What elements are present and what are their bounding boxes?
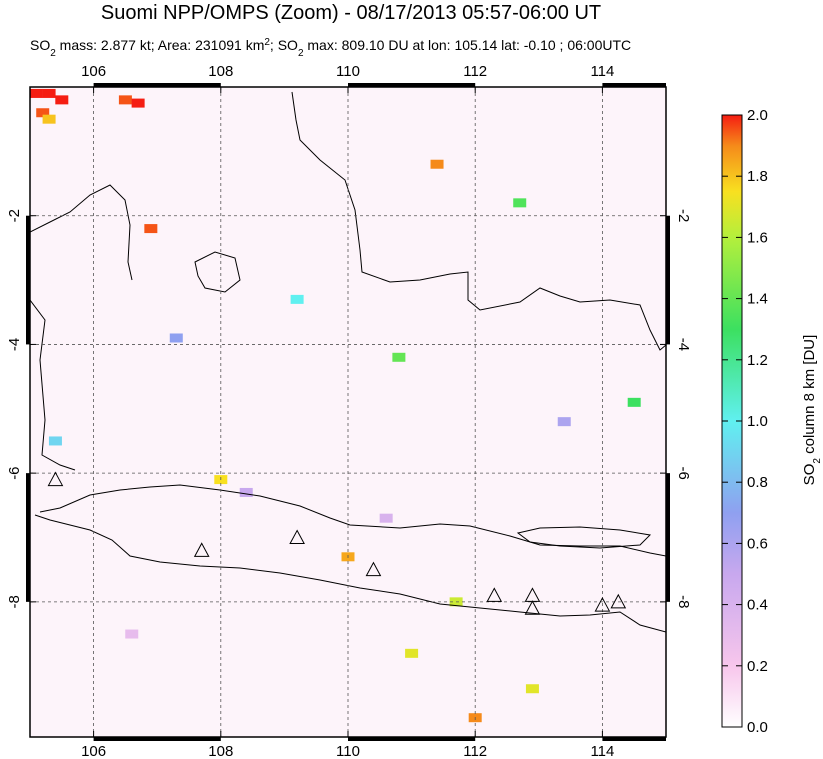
coastline-bangka — [194, 251, 241, 293]
x-tick-label: 110 — [336, 743, 360, 759]
coastline-madura — [516, 526, 652, 549]
grid — [30, 87, 666, 737]
map-area — [30, 87, 666, 737]
y-tick-label: -4 — [6, 338, 23, 351]
so2-pixel — [392, 352, 406, 362]
colorbar-tick-label: 0.4 — [747, 597, 768, 614]
colorbar-tick-label: 0.0 — [747, 719, 768, 736]
text-part: max: 809.10 DU at lon: 105.14 lat: -0.10… — [304, 37, 632, 53]
x-tick-label: 108 — [208, 743, 233, 759]
script: 2 — [812, 458, 823, 464]
y-tick-label: -8 — [6, 595, 23, 608]
so2-pixel — [379, 513, 393, 523]
pixels — [30, 88, 641, 723]
so2-pixel — [525, 684, 539, 694]
volcano-marker — [524, 600, 541, 615]
volcano-marker — [365, 561, 382, 577]
volcano-marker — [486, 587, 503, 602]
chart-subtitle: SO2 mass: 2.877 kt; Area: 231091 km2; SO… — [30, 37, 631, 59]
text-part: ; SO — [270, 37, 298, 53]
x-tick-label: 114 — [590, 63, 614, 80]
colorbar-tick-label: 1.4 — [747, 291, 768, 308]
volcano-marker — [193, 542, 210, 557]
so2-pixel — [36, 108, 50, 118]
frame-bar — [348, 737, 476, 741]
so2-pixel — [144, 224, 158, 234]
script: 2 — [264, 37, 270, 48]
volcano-marker — [610, 593, 627, 609]
x-tick-label: 110 — [336, 63, 360, 80]
text-part: column 8 km [DU] — [801, 335, 818, 458]
y-tick-label: -6 — [6, 466, 23, 479]
so2-pixel — [125, 629, 139, 639]
coastline-sumatra — [30, 184, 133, 471]
colorbar-ticks: 0.0 0.2 0.4 0.6 0.8 1.0 1.2 1.4 1.6 1.8 2.0 — [722, 107, 768, 736]
colorbar-tick-label: 2.0 — [747, 107, 768, 124]
so2-pixel — [42, 88, 56, 98]
colorbar-tick-label: 1.6 — [747, 229, 768, 246]
script: 2 — [298, 48, 304, 59]
frame-bar — [602, 737, 666, 741]
colorbar-tick-label: 0.6 — [747, 535, 768, 552]
chart-title: Suomi NPP/OMPS (Zoom) - 08/17/2013 05:57… — [101, 2, 601, 24]
coastline-borneo — [291, 91, 666, 351]
coastline-java — [34, 484, 666, 633]
y-tick-label: -2 — [675, 209, 692, 222]
y-tick-label: -4 — [675, 338, 692, 351]
colorbar-tick-label: 0.8 — [747, 474, 768, 491]
y-tick-label: -6 — [675, 466, 692, 479]
x-tick-label: 112 — [463, 743, 487, 759]
frame-bar — [348, 83, 476, 87]
colorbar-label: SO2 column 8 km [DU] — [801, 335, 823, 486]
x-tick-label: 106 — [81, 63, 106, 80]
colorbar-tick-label: 1.0 — [747, 413, 768, 430]
so2-pixel — [627, 397, 641, 407]
colorbar-tick-label: 0.2 — [747, 658, 768, 675]
so2-pixel — [239, 487, 253, 497]
axes: 106 106 108 108 110 110 112 112 114 114 -2 -2 -4 -4 -6… — [6, 63, 692, 759]
volcano-marker — [594, 597, 611, 612]
volcano-marker — [289, 529, 305, 544]
so2-pixel — [169, 333, 183, 343]
y-tick-label: -8 — [675, 595, 692, 608]
x-tick-label: 106 — [81, 743, 106, 759]
so2-pixel — [513, 198, 527, 208]
frame-bar — [666, 215, 670, 345]
so2-pixel — [405, 648, 419, 658]
script: 2 — [50, 48, 56, 59]
colorbar-tick-label: 1.8 — [747, 168, 768, 185]
y-tick-label: -2 — [6, 209, 23, 222]
so2-pixel — [48, 436, 62, 446]
so2-pixel — [55, 95, 69, 105]
volcano-marker — [47, 471, 64, 487]
frame-bar — [26, 473, 30, 602]
frame-bar — [93, 737, 221, 741]
frame-bar — [602, 83, 666, 87]
so2-pixel — [118, 95, 132, 105]
text-part: SO — [30, 37, 50, 53]
x-tick-label: 108 — [208, 63, 233, 80]
so2-pixel — [131, 98, 145, 108]
so2-pixel — [557, 417, 571, 427]
frame-bar — [93, 83, 221, 87]
so2-pixel — [290, 294, 304, 304]
so2-pixel — [42, 114, 56, 124]
text-part: SO — [801, 464, 818, 486]
so2-pixel — [30, 88, 43, 98]
frame-bar — [26, 215, 30, 345]
x-tick-label: 114 — [590, 743, 614, 759]
text-part: mass: 2.877 kt; Area: 231091 km — [56, 37, 265, 53]
colorbar-tick-label: 1.2 — [747, 352, 768, 369]
so2-pixel — [430, 159, 444, 169]
x-tick-label: 112 — [463, 63, 487, 80]
volcanoes — [47, 471, 627, 615]
frame-bar — [666, 473, 670, 602]
